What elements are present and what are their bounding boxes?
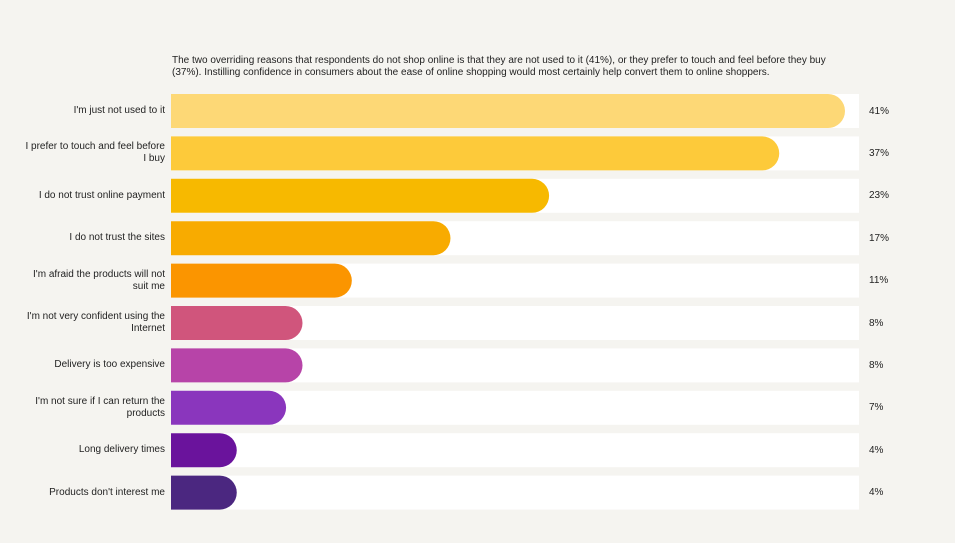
category-label: I do not trust the sites bbox=[69, 232, 165, 244]
value-label: 8% bbox=[869, 359, 884, 371]
bar bbox=[171, 178, 550, 213]
bar-track bbox=[171, 433, 859, 468]
bar bbox=[171, 94, 845, 128]
value-label: 4% bbox=[869, 487, 884, 499]
value-label: 7% bbox=[869, 402, 884, 414]
value-label: 37% bbox=[869, 147, 890, 159]
bar bbox=[171, 136, 780, 171]
category-label: I'm not very confident using the Interne… bbox=[26, 311, 165, 334]
category-label: Delivery is too expensive bbox=[54, 359, 165, 371]
bar bbox=[171, 221, 451, 256]
category-label: I prefer to touch and feel before I buy bbox=[25, 141, 165, 165]
category-label: Long delivery times bbox=[78, 444, 165, 456]
bar bbox=[171, 263, 352, 298]
value-label: 11% bbox=[869, 275, 889, 287]
value-label: 4% bbox=[869, 444, 884, 456]
value-label: 41% bbox=[869, 105, 890, 117]
bar bbox=[171, 348, 303, 383]
category-label: I'm not sure if I can return the product… bbox=[35, 395, 165, 419]
bar bbox=[171, 390, 287, 425]
value-label: 23% bbox=[869, 190, 890, 202]
bar-track bbox=[171, 475, 859, 510]
category-label: I'm just not used to it bbox=[73, 105, 165, 116]
category-label: I'm afraid the products will not suit me bbox=[33, 268, 165, 292]
value-label: 17% bbox=[869, 232, 890, 244]
bar bbox=[171, 306, 303, 340]
chart-intro-text: The two overriding reasons that responde… bbox=[172, 55, 826, 78]
category-label: Products don't interest me bbox=[49, 486, 165, 498]
category-label: I do not trust online payment bbox=[38, 189, 165, 201]
bar bbox=[171, 433, 237, 468]
value-label: 8% bbox=[869, 317, 884, 329]
bar bbox=[171, 475, 237, 510]
